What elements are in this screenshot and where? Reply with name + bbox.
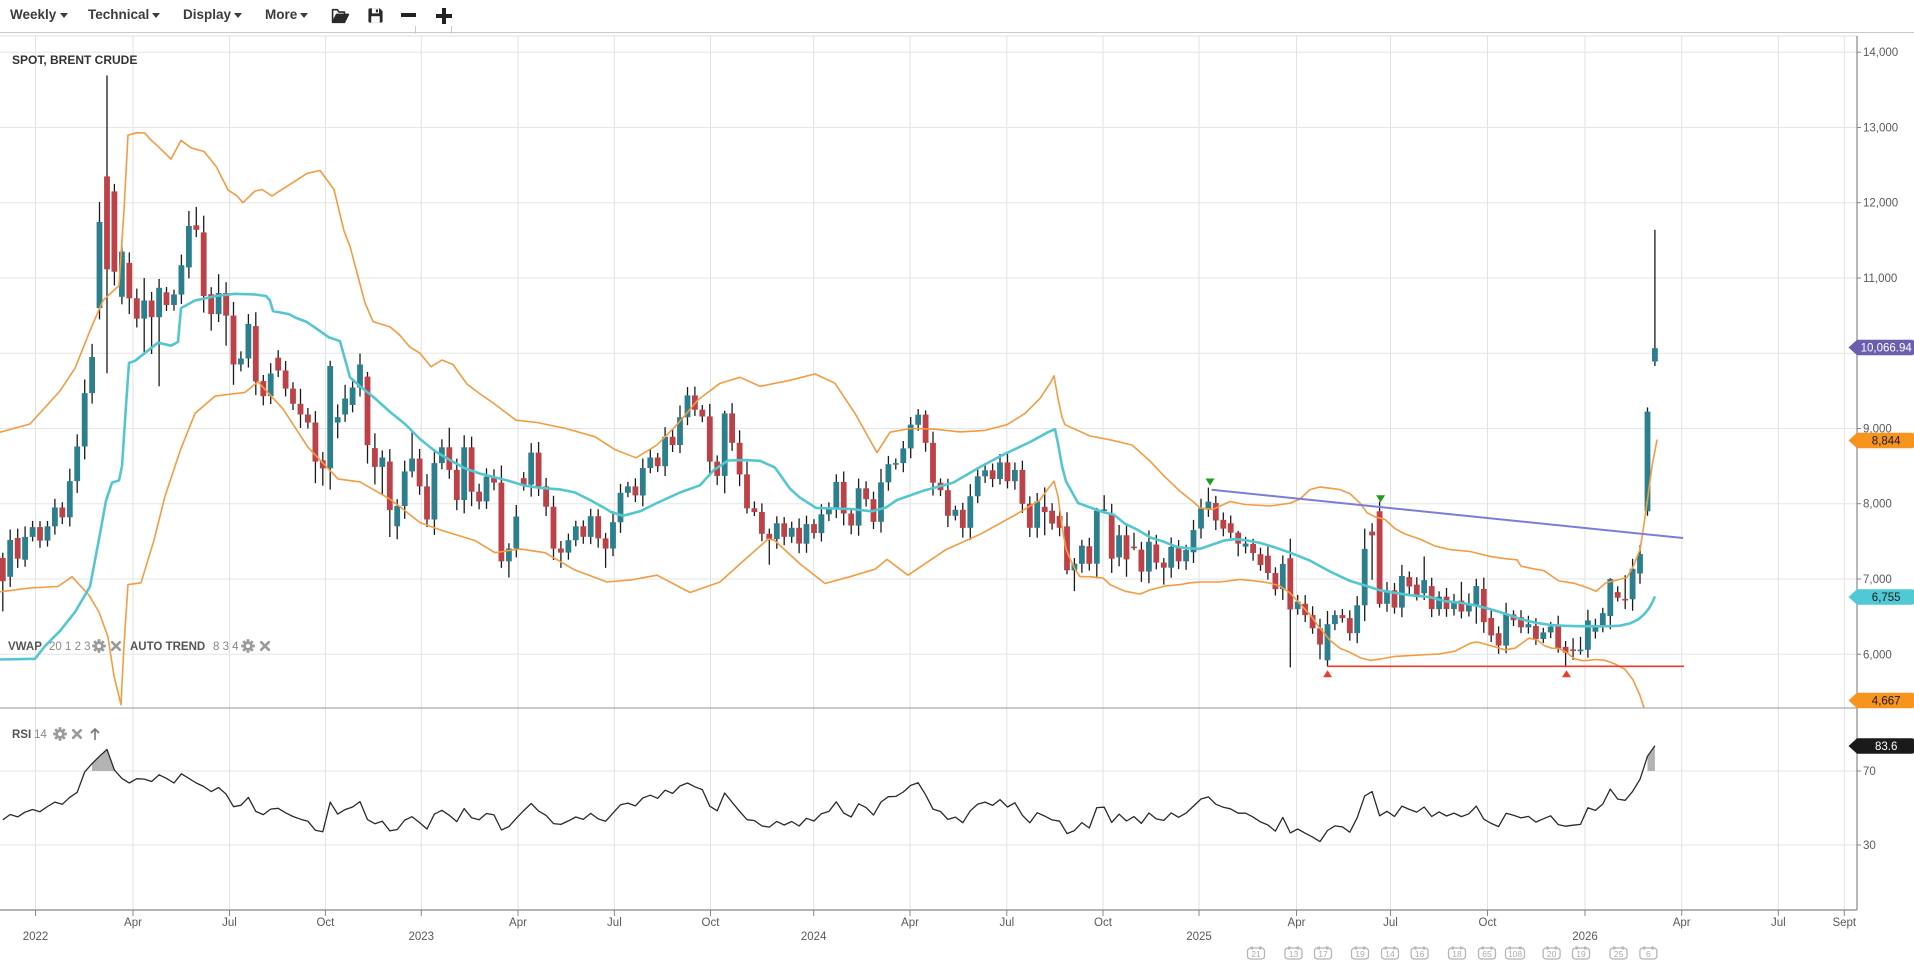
- svg-text:12,000: 12,000: [1863, 198, 1898, 210]
- svg-text:VWAP: VWAP: [8, 641, 42, 653]
- svg-text:RSI: RSI: [12, 729, 31, 741]
- svg-text:2022: 2022: [23, 931, 49, 943]
- svg-text:SPOT, BRENT CRUDE: SPOT, BRENT CRUDE: [12, 53, 137, 67]
- svg-text:Apr: Apr: [1673, 917, 1691, 929]
- svg-text:8 3 4: 8 3 4: [213, 641, 239, 653]
- svg-text:17: 17: [1318, 949, 1328, 959]
- svg-text:Jul: Jul: [999, 917, 1014, 929]
- svg-text:6: 6: [1646, 949, 1651, 959]
- svg-text:Jul: Jul: [1383, 917, 1398, 929]
- svg-text:20: 20: [1547, 949, 1557, 959]
- svg-text:Oct: Oct: [1479, 917, 1498, 929]
- svg-text:8,000: 8,000: [1863, 499, 1892, 511]
- svg-text:10,066.94: 10,066.94: [1861, 343, 1913, 355]
- svg-text:AUTO TREND: AUTO TREND: [130, 641, 205, 653]
- svg-text:70: 70: [1863, 766, 1876, 778]
- svg-text:2025: 2025: [1186, 931, 1212, 943]
- svg-text:16: 16: [1415, 949, 1425, 959]
- svg-text:8,844: 8,844: [1872, 436, 1901, 448]
- svg-text:Oct: Oct: [1094, 917, 1113, 929]
- svg-text:18: 18: [1452, 949, 1462, 959]
- svg-text:Jul: Jul: [222, 917, 237, 929]
- svg-text:9,000: 9,000: [1863, 424, 1892, 436]
- svg-text:Oct: Oct: [702, 917, 721, 929]
- svg-text:25: 25: [1614, 949, 1624, 959]
- svg-text:13,000: 13,000: [1863, 123, 1898, 135]
- svg-text:Apr: Apr: [124, 917, 142, 929]
- svg-text:Jul: Jul: [1771, 917, 1786, 929]
- svg-text:Jul: Jul: [607, 917, 622, 929]
- svg-text:14: 14: [34, 729, 47, 741]
- svg-text:Sept: Sept: [1832, 917, 1856, 929]
- svg-text:19: 19: [1355, 949, 1365, 959]
- svg-text:14: 14: [1385, 949, 1395, 959]
- svg-text:14,000: 14,000: [1863, 47, 1898, 59]
- svg-text:6,755: 6,755: [1872, 592, 1901, 604]
- svg-text:21: 21: [1251, 949, 1261, 959]
- svg-text:11,000: 11,000: [1863, 273, 1897, 285]
- svg-text:2023: 2023: [409, 931, 435, 943]
- svg-text:2024: 2024: [801, 931, 827, 943]
- svg-text:Apr: Apr: [901, 917, 919, 929]
- svg-text:Oct: Oct: [316, 917, 335, 929]
- svg-text:20 1 2 3: 20 1 2 3: [49, 641, 91, 653]
- svg-text:83.6: 83.6: [1875, 741, 1897, 753]
- svg-text:Apr: Apr: [509, 917, 527, 929]
- svg-text:108: 108: [1508, 949, 1522, 959]
- svg-text:6,000: 6,000: [1863, 649, 1892, 661]
- svg-text:7,000: 7,000: [1863, 574, 1892, 586]
- svg-text:13: 13: [1289, 949, 1299, 959]
- svg-text:30: 30: [1863, 840, 1876, 852]
- svg-text:2026: 2026: [1572, 931, 1598, 943]
- svg-text:19: 19: [1576, 949, 1586, 959]
- svg-text:65: 65: [1482, 949, 1492, 959]
- svg-text:4,667: 4,667: [1872, 696, 1901, 708]
- svg-text:Apr: Apr: [1288, 917, 1306, 929]
